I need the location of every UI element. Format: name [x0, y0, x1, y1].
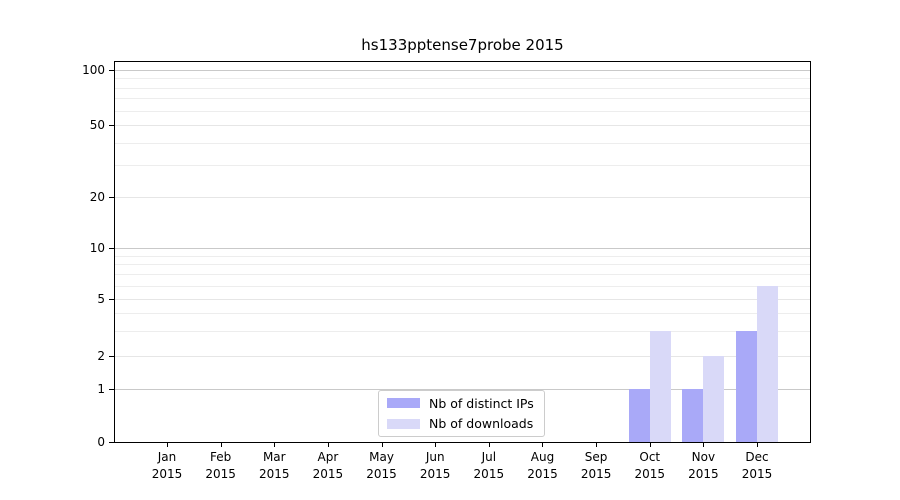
x-tick-label: Jul 2015	[473, 450, 505, 481]
x-tick-label: Feb 2015	[205, 450, 236, 481]
gridline-minor	[115, 264, 810, 266]
y-tick-label: 5	[97, 291, 105, 306]
x-tick-mark	[220, 443, 222, 447]
x-tick-mark	[703, 443, 705, 447]
y-tick-mark	[109, 248, 114, 249]
y-tick-label: 1	[97, 381, 105, 396]
y-tick-label: 50	[89, 117, 105, 132]
plot-area	[114, 61, 811, 443]
gridline-minor	[115, 312, 810, 314]
y-tick-label: 20	[89, 189, 105, 204]
gridline-minor	[115, 299, 810, 300]
y-tick-mark	[109, 389, 114, 390]
gridline-minor	[115, 255, 810, 257]
x-tick-label: Jun 2015	[419, 450, 451, 481]
chart-title: hs133pptense7probe 2015	[361, 36, 564, 54]
x-tick-mark	[327, 443, 329, 447]
gridline-major	[115, 70, 810, 71]
bar-distinct-ips	[628, 389, 650, 442]
gridline-minor	[115, 87, 810, 89]
x-tick-mark	[381, 443, 383, 447]
gridline-major	[115, 389, 810, 390]
x-tick-label: Dec 2015	[741, 450, 773, 481]
legend: Nb of distinct IPs Nb of downloads	[378, 390, 545, 437]
legend-label: Nb of downloads	[429, 416, 534, 432]
gridline-major	[115, 248, 810, 249]
x-tick-label: Oct 2015	[634, 450, 666, 481]
x-tick-mark	[596, 443, 598, 447]
legend-item: Nb of distinct IPs	[387, 395, 536, 412]
x-tick-mark	[435, 443, 437, 447]
x-tick-label: Sep 2015	[580, 450, 612, 481]
gridline-minor	[115, 98, 810, 100]
y-tick-mark	[109, 299, 114, 300]
x-tick-mark	[757, 443, 759, 447]
gridline-minor	[115, 356, 810, 357]
x-tick-mark	[542, 443, 544, 447]
x-tick-label: Jan 2015	[151, 450, 183, 481]
y-tick-mark	[109, 125, 114, 126]
gridline-minor	[115, 110, 810, 112]
legend-item: Nb of downloads	[387, 416, 536, 433]
x-tick-label: Aug 2015	[527, 450, 558, 481]
bar-downloads	[703, 356, 725, 442]
gridline-minor	[115, 142, 810, 144]
x-tick-label: Mar 2015	[258, 450, 290, 481]
legend-label: Nb of distinct IPs	[429, 395, 534, 411]
y-tick-mark	[109, 197, 114, 198]
gridline-minor	[115, 165, 810, 167]
y-tick-mark	[109, 356, 114, 357]
gridline-minor	[115, 78, 810, 80]
y-tick-label: 0	[97, 434, 105, 449]
x-tick-label: May 2015	[366, 450, 397, 481]
x-tick-mark	[488, 443, 490, 447]
x-tick-mark	[274, 443, 276, 447]
gridline-minor	[115, 125, 810, 126]
gridline-minor	[115, 285, 810, 287]
y-tick-mark	[109, 442, 114, 443]
legend-swatch	[387, 398, 420, 409]
y-tick-label: 10	[89, 240, 105, 255]
x-tick-label: Apr 2015	[312, 450, 344, 481]
bar-downloads	[757, 285, 779, 442]
gridline-minor	[115, 197, 810, 198]
bar-downloads	[649, 330, 671, 442]
bar-distinct-ips	[736, 330, 758, 442]
x-tick-mark	[167, 443, 168, 447]
x-tick-mark	[649, 443, 651, 447]
y-tick-label: 100	[82, 62, 105, 77]
x-tick-label: Nov 2015	[688, 450, 719, 481]
gridline-minor	[115, 330, 810, 332]
y-tick-mark	[109, 70, 114, 71]
gridline-minor	[115, 274, 810, 276]
bar-distinct-ips	[682, 389, 704, 442]
legend-swatch	[387, 418, 420, 429]
y-tick-label: 2	[97, 348, 105, 363]
